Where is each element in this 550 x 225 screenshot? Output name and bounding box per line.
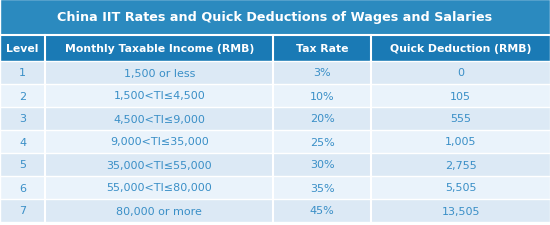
Text: Monthly Taxable Income (RMB): Monthly Taxable Income (RMB) (64, 44, 254, 54)
Text: Quick Deduction (RMB): Quick Deduction (RMB) (390, 44, 531, 54)
Text: 1,500<TI≤4,500: 1,500<TI≤4,500 (113, 91, 205, 101)
Text: 6: 6 (19, 183, 26, 193)
Text: 2: 2 (19, 91, 26, 101)
Text: 4: 4 (19, 137, 26, 147)
Bar (46, 36, 273, 62)
Text: 7: 7 (19, 206, 26, 216)
Text: 3%: 3% (314, 68, 331, 78)
Text: 5: 5 (19, 160, 26, 170)
Text: 4,500<TI≤9,000: 4,500<TI≤9,000 (113, 114, 205, 124)
Text: China IIT Rates and Quick Deductions of Wages and Salaries: China IIT Rates and Quick Deductions of … (57, 11, 493, 24)
Bar (0, 130, 550, 153)
Text: 30%: 30% (310, 160, 334, 170)
Text: 3: 3 (19, 114, 26, 124)
Text: 2,755: 2,755 (445, 160, 476, 170)
Text: 13,505: 13,505 (441, 206, 480, 216)
Text: 35%: 35% (310, 183, 334, 193)
Bar (372, 36, 550, 62)
Text: 5,505: 5,505 (445, 183, 476, 193)
Bar (0, 36, 45, 62)
Text: 0: 0 (457, 68, 464, 78)
Text: 25%: 25% (310, 137, 334, 147)
Text: Tax Rate: Tax Rate (296, 44, 349, 54)
Text: 10%: 10% (310, 91, 334, 101)
Text: Level: Level (7, 44, 39, 54)
Bar (0, 62, 550, 85)
Text: 35,000<TI≤55,000: 35,000<TI≤55,000 (106, 160, 212, 170)
Bar (274, 36, 371, 62)
Text: 1: 1 (19, 68, 26, 78)
Bar (0, 85, 550, 108)
Bar (0, 176, 550, 199)
Text: 55,000<TI≤80,000: 55,000<TI≤80,000 (106, 183, 212, 193)
Bar (0, 0, 550, 36)
Text: 45%: 45% (310, 206, 334, 216)
Text: 20%: 20% (310, 114, 334, 124)
Text: 555: 555 (450, 114, 471, 124)
Bar (0, 199, 550, 222)
Text: 80,000 or more: 80,000 or more (116, 206, 202, 216)
Text: 105: 105 (450, 91, 471, 101)
Text: 1,500 or less: 1,500 or less (124, 68, 195, 78)
Text: 9,000<TI≤35,000: 9,000<TI≤35,000 (110, 137, 208, 147)
Bar (0, 153, 550, 176)
Bar (0, 108, 550, 130)
Text: 1,005: 1,005 (445, 137, 476, 147)
